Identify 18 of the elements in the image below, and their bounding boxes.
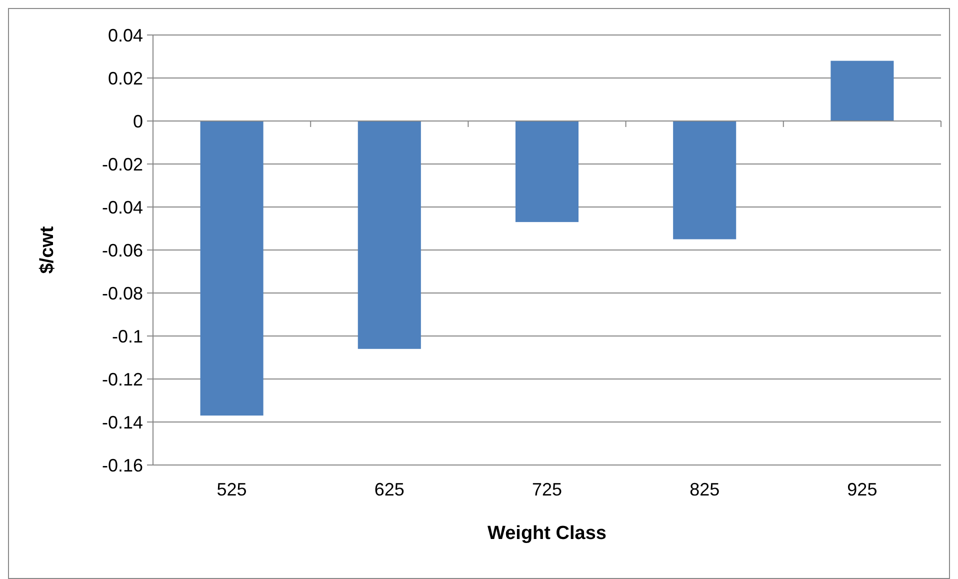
- y-tick-label: 0: [132, 111, 143, 132]
- y-tick-label: -0.02: [102, 154, 143, 174]
- y-tick-label: -0.08: [102, 283, 143, 304]
- x-tick-label: 825: [690, 479, 720, 500]
- x-axis-title: Weight Class: [488, 523, 606, 544]
- y-tick-label: -0.16: [102, 455, 143, 476]
- y-axis-title: $/cwt: [37, 226, 58, 274]
- x-tick-label: 625: [374, 479, 404, 500]
- x-tick-label: 725: [532, 479, 562, 500]
- y-tick-label: -0.14: [102, 412, 143, 432]
- y-tick-label: 0.02: [108, 68, 143, 88]
- x-tick-label: 525: [216, 479, 247, 500]
- y-tick-label: 0.04: [108, 25, 143, 46]
- x-tick-label: 925: [847, 479, 878, 500]
- y-tick-label: -0.06: [102, 240, 143, 260]
- y-tick-label: -0.1: [112, 326, 143, 346]
- y-tick-label: -0.12: [102, 369, 143, 390]
- y-tick-label: -0.04: [102, 197, 143, 218]
